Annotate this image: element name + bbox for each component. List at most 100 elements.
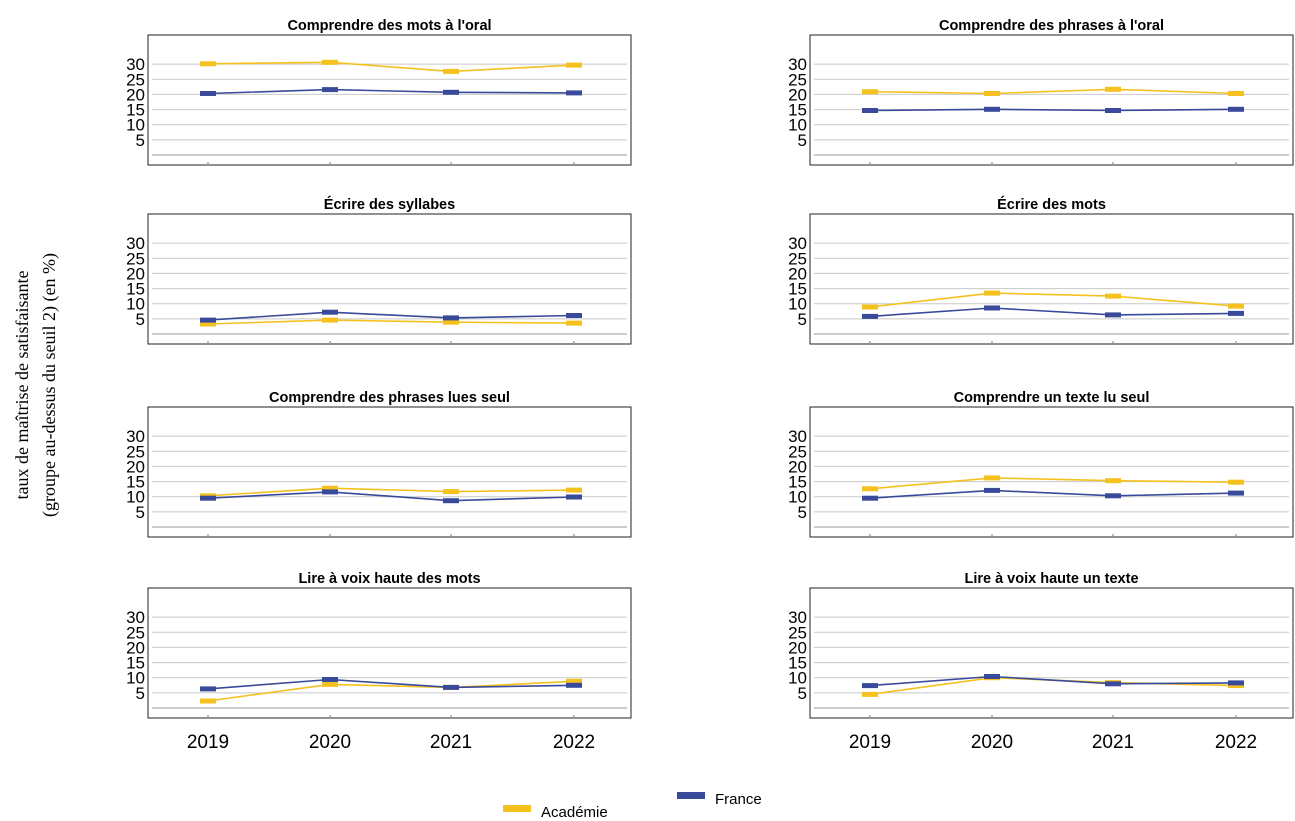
plot-frame (147, 587, 632, 719)
plot-frame (147, 34, 632, 166)
series-line-acadmie (207, 61, 575, 73)
data-point (322, 489, 338, 495)
y-tick-label: 20 (126, 264, 145, 283)
data-point (443, 489, 459, 495)
data-point (322, 317, 338, 323)
legend-swatch (503, 805, 531, 812)
data-point (984, 106, 1000, 112)
data-point (1105, 86, 1121, 92)
x-tick-label: 2021 (1092, 732, 1134, 753)
y-tick-label: 5 (136, 131, 145, 150)
data-point (200, 91, 216, 96)
data-point (1228, 683, 1244, 689)
y-tick-label: 10 (788, 669, 807, 688)
y-tick-label: 25 (788, 70, 807, 89)
x-tick-label: 2022 (1215, 732, 1257, 753)
data-point (984, 487, 1000, 493)
x-axis-labels: 2019 2020 2021 2022 2019 2020 2021 2022 (187, 732, 1257, 753)
y-tick-label: 30 (126, 234, 145, 253)
y-tick-label: 10 (126, 116, 145, 135)
data-point (322, 485, 338, 491)
y-tick-label: 20 (788, 85, 807, 104)
legend-label: France (715, 791, 762, 808)
data-point (1228, 680, 1244, 686)
y-tick-label: 25 (126, 70, 145, 89)
x-tick-label: 2020 (971, 732, 1013, 753)
data-point (322, 59, 338, 65)
data-point (1105, 293, 1121, 299)
series-line-acadmie (869, 292, 1237, 308)
y-tick-label: 20 (126, 85, 145, 104)
data-point (1228, 310, 1244, 316)
data-point (566, 487, 582, 493)
data-point (566, 313, 582, 318)
y-tick-label: 20 (788, 457, 807, 476)
data-point (1228, 303, 1244, 309)
y-tick-label: 25 (126, 623, 145, 642)
data-point (862, 495, 878, 501)
y-tick-label: 25 (126, 249, 145, 268)
y-tick-label: 15 (788, 473, 807, 492)
series-line-acadmie (869, 88, 1237, 95)
x-tick-label: 2019 (187, 732, 229, 753)
data-point (984, 475, 1000, 481)
plot-frame (809, 587, 1294, 719)
x-tick-label: 2019 (849, 732, 891, 753)
data-point (322, 677, 338, 682)
series-line-france (869, 675, 1237, 687)
y-tick-label: 30 (788, 234, 807, 253)
y-tick-label: 10 (126, 295, 145, 314)
y-tick-label: 15 (788, 654, 807, 673)
data-point (862, 108, 878, 113)
legend-swatch (677, 792, 705, 799)
data-point (1105, 108, 1121, 113)
y-tick-label: 25 (788, 442, 807, 461)
data-point (566, 494, 582, 500)
data-point (862, 486, 878, 492)
plot-frame (809, 34, 1294, 166)
data-point (566, 320, 582, 326)
plot-frame (809, 213, 1294, 345)
x-tick-label: 2021 (430, 732, 472, 753)
data-point (200, 61, 216, 67)
y-tick-label: 20 (126, 638, 145, 657)
data-point (984, 91, 1000, 96)
y-tick-label: 15 (126, 654, 145, 673)
y-tick-label: 30 (126, 427, 145, 446)
y-tick-label: 5 (798, 503, 807, 522)
series-line-france (207, 678, 575, 690)
data-point (1228, 479, 1244, 485)
series-line-acadmie (207, 319, 575, 325)
data-point (200, 317, 216, 323)
data-point (1105, 681, 1121, 687)
y-tick-label: 5 (136, 684, 145, 703)
legend: Académie France (503, 791, 762, 821)
legend-label: Académie (541, 804, 608, 821)
y-tick-label: 30 (126, 55, 145, 74)
panels: Comprendre des mots à l'oral51015202530C… (126, 18, 1294, 719)
y-tick-label: 5 (136, 503, 145, 522)
data-point (1228, 91, 1244, 96)
data-point (566, 682, 582, 688)
y-tick-label: 10 (788, 488, 807, 507)
y-tick-label: 5 (136, 310, 145, 329)
data-point (200, 495, 216, 501)
data-point (984, 305, 1000, 311)
data-point (1105, 493, 1121, 499)
y-tick-label: 5 (798, 131, 807, 150)
panel-title: Comprendre des phrases à l'oral (939, 18, 1164, 34)
data-point (200, 698, 216, 704)
y-tick-label: 20 (788, 638, 807, 657)
x-tick-label: 2022 (553, 732, 595, 753)
data-point (862, 304, 878, 310)
data-point (984, 290, 1000, 296)
series-line-france (869, 108, 1237, 112)
series-line-france (207, 311, 575, 321)
data-point (322, 87, 338, 93)
series-line-acadmie (869, 477, 1237, 490)
y-tick-label: 5 (798, 310, 807, 329)
